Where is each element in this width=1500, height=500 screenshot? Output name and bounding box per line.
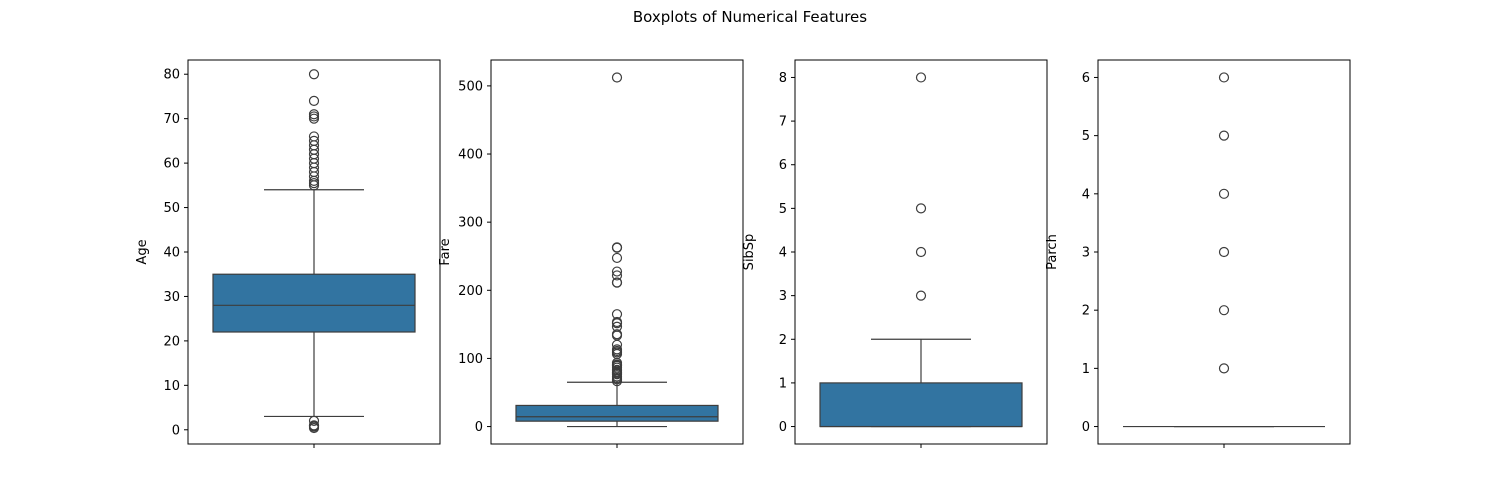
parch-ytick-label: 5 — [1082, 129, 1090, 144]
sibsp-outlier — [915, 246, 927, 258]
age-ytick-label: 30 — [163, 290, 180, 305]
panels: 01020304050607080Age0100200300400500Fare… — [135, 59, 1351, 448]
fare-outlier — [611, 270, 623, 281]
fare-outlier — [611, 316, 623, 328]
fare-outlier — [611, 321, 623, 332]
fare-box — [515, 404, 719, 422]
sibsp-ytick-label: 5 — [779, 202, 787, 217]
fare-ytick-label: 0 — [475, 420, 483, 435]
sibsp-frame — [794, 59, 1048, 445]
fare-outlier — [611, 309, 623, 320]
parch-outlier — [1218, 72, 1230, 83]
age-outlier — [308, 111, 320, 122]
fare-ytick-label: 500 — [458, 79, 483, 94]
parch-ytick-label: 3 — [1082, 246, 1090, 261]
sibsp-ytick-label: 0 — [779, 420, 787, 435]
age-frame — [187, 59, 441, 445]
sibsp-ytick-label: 3 — [779, 289, 787, 304]
sibsp-ytick-label: 7 — [779, 115, 787, 130]
age-outlier — [308, 135, 320, 146]
sibsp-outlier — [915, 290, 927, 301]
age-ytick-label: 40 — [163, 246, 180, 261]
parch-outlier — [1218, 188, 1230, 199]
age-outlier — [308, 69, 320, 80]
age-outlier — [308, 109, 320, 120]
sibsp-ytick-label: 4 — [779, 246, 787, 261]
figure-title: Boxplots of Numerical Features — [633, 8, 867, 26]
fare-outlier — [611, 277, 623, 288]
age-ytick-label: 80 — [163, 68, 180, 83]
age-axis-label: Age — [135, 239, 150, 264]
age-outlier — [308, 95, 320, 106]
age-box — [212, 273, 416, 333]
sibsp-ytick-label: 8 — [779, 71, 787, 86]
sibsp-ytick-label: 2 — [779, 333, 787, 348]
age-ytick-label: 0 — [172, 423, 180, 438]
fare-ytick-label: 400 — [458, 148, 483, 163]
fare-outlier — [611, 329, 623, 340]
age-outlier — [308, 131, 320, 142]
age-panel: 0 10 20 30 40 50 60 70 80 Age — [135, 59, 441, 448]
parch-outlier — [1218, 363, 1230, 374]
fare-outlier — [611, 72, 623, 83]
parch-ytick-label: 1 — [1082, 362, 1090, 377]
age-ytick-label: 60 — [163, 157, 180, 172]
fare-axis-label: Fare — [438, 238, 453, 265]
parch-outlier — [1218, 130, 1230, 141]
parch-ytick-label: 4 — [1082, 187, 1090, 202]
parch-frame — [1097, 59, 1351, 445]
sibsp-outlier — [915, 72, 927, 83]
fare-outlier — [611, 252, 623, 264]
parch-axis-label: Parch — [1045, 234, 1060, 270]
fare-outlier — [611, 242, 623, 253]
age-ytick-label: 50 — [163, 201, 180, 216]
parch-outlier — [1218, 305, 1230, 316]
parch-panel: 0 1 2 3 4 5 6 Parch — [1045, 59, 1351, 448]
age-outlier — [308, 415, 320, 426]
age-ytick-label: 10 — [163, 379, 180, 394]
sibsp-outlier — [915, 203, 927, 214]
sibsp-axis-label: SibSp — [742, 234, 757, 271]
fare-outlier — [611, 266, 623, 277]
parch-ytick-label: 2 — [1082, 304, 1090, 319]
sibsp-ytick-label: 1 — [779, 376, 787, 391]
parch-ytick-label: 6 — [1082, 71, 1090, 86]
age-ytick-label: 20 — [163, 334, 180, 349]
fare-frame — [490, 59, 744, 445]
sibsp-ytick-label: 6 — [779, 158, 787, 173]
fare-ytick-label: 300 — [458, 216, 483, 231]
parch-ytick-label: 0 — [1082, 420, 1090, 435]
fare-panel: 0 100 200 300 400 500 Fare — [438, 59, 744, 448]
fare-ytick-label: 200 — [458, 284, 483, 299]
age-outlier — [308, 420, 320, 431]
fare-ytick-label: 100 — [458, 352, 483, 367]
fare-outlier — [611, 344, 623, 355]
parch-outlier — [1218, 246, 1230, 258]
age-ytick-label: 70 — [163, 112, 180, 127]
sibsp-panel: 0 1 2 3 4 5 6 7 8 SibSp — [742, 59, 1048, 448]
sibsp-box — [819, 382, 1023, 428]
